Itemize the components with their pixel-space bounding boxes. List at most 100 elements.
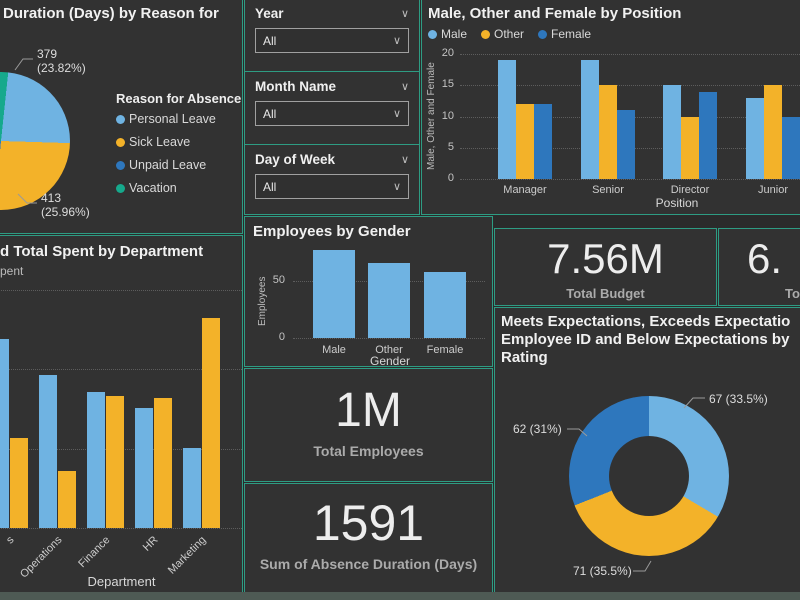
male-legend-dot [428, 29, 437, 39]
legend-item-female[interactable]: Female [538, 27, 591, 41]
other-legend-dot [481, 29, 491, 39]
bar-manager-other[interactable] [516, 104, 534, 179]
chevron-down-icon[interactable]: ∨ [400, 8, 409, 20]
panel-absence-duration-by-reason: Duration (Days) by Reason for 379 (23.82… [0, 0, 243, 234]
bar-junior-female[interactable] [782, 116, 800, 179]
y-tick: 0 [447, 172, 454, 184]
slicer-year: Year ∨ All ∨ [245, 0, 419, 72]
bar-other[interactable] [368, 262, 410, 338]
truncated-card-value: 6. [747, 235, 783, 282]
page-bottom-strip [0, 592, 800, 600]
bar-marketing-blue[interactable] [183, 448, 201, 528]
pie-legend: Reason for Absence Personal Leave Sick Le… [116, 91, 241, 204]
donut-title-line1: Meets Expectations, Exceeds Expectatio [501, 313, 791, 330]
bar-operations-yellow[interactable] [58, 471, 76, 528]
pie-callout-sick-leave: 413 (25.96%) [41, 191, 90, 219]
card-truncated-right: 6. To [718, 228, 800, 306]
x-category-label: Junior [758, 184, 788, 196]
chevron-down-icon[interactable]: ∨ [400, 154, 409, 166]
absence-pie-chart[interactable] [0, 72, 70, 210]
bar-finance-yellow[interactable] [106, 395, 124, 528]
total-budget-label: Total Budget [566, 286, 645, 301]
pie-legend-title: Reason for Absence [116, 91, 242, 106]
bar-hr-blue[interactable] [135, 408, 153, 528]
total-employees-value: 1M [335, 384, 402, 437]
card-total-budget: 7.56M Total Budget [494, 228, 717, 306]
dept-chart-legend-fragment: pent [0, 264, 24, 278]
gridline [0, 290, 242, 291]
total-budget-value: 7.56M [547, 235, 664, 282]
bar-s-blue[interactable] [0, 339, 9, 528]
slicer-dropdown[interactable]: All ∨ [255, 28, 409, 53]
slicer-header: Year ∨ [245, 0, 419, 26]
bar-senior-male[interactable] [581, 60, 599, 179]
bar-senior-female[interactable] [617, 110, 635, 179]
slicer-dropdown[interactable]: All ∨ [255, 174, 409, 199]
unpaid-leave-legend-dot [116, 160, 125, 170]
position-chart-title: Male, Other and Female by Position [428, 5, 682, 22]
chevron-down-icon[interactable]: ∨ [392, 108, 401, 120]
chevron-down-icon[interactable]: ∨ [392, 35, 401, 47]
legend-item-male[interactable]: Male [428, 27, 467, 41]
truncated-card-label: To [785, 286, 800, 301]
x-category-label: Manager [503, 184, 547, 196]
slicer-selected-value: All [263, 33, 277, 48]
donut-title-line2: Employee ID and Below Expectations by [501, 331, 790, 348]
rating-donut-chart[interactable] [569, 396, 729, 556]
bar-hr-yellow[interactable] [154, 397, 172, 528]
bar-marketing-yellow[interactable] [202, 318, 220, 528]
bar-director-female[interactable] [699, 91, 717, 179]
bar-junior-male[interactable] [746, 97, 764, 179]
panel-male-other-female-by-position: Male, Other and Female by Position Male O… [421, 0, 800, 215]
bar-junior-other[interactable] [764, 85, 782, 179]
slicer-dropdown[interactable]: All ∨ [255, 101, 409, 126]
bar-manager-female[interactable] [534, 104, 552, 179]
slicer-header: Month Name ∨ [245, 72, 419, 99]
gridline [0, 369, 242, 370]
total-employees-label: Total Employees [313, 443, 424, 459]
card-total-employees: 1M Total Employees [244, 368, 493, 482]
slicer-month-name: Month Name ∨ All ∨ [245, 72, 419, 145]
pie-title: Duration (Days) by Reason for [3, 5, 219, 22]
gridline [460, 179, 800, 180]
position-x-axis-title: Position [655, 196, 699, 210]
sick-leave-legend-dot [116, 137, 125, 147]
gridline [293, 338, 485, 339]
x-category-label: Other [375, 344, 403, 356]
donut-label-1: 67 (33.5%) [709, 392, 768, 406]
bar-finance-blue[interactable] [87, 391, 105, 528]
female-legend-dot [538, 29, 548, 39]
pie-legend-item[interactable]: Vacation [116, 181, 241, 195]
bar-senior-other[interactable] [599, 85, 617, 179]
y-tick: 0 [278, 331, 285, 343]
y-tick: 10 [441, 109, 454, 122]
x-category-label: Female [426, 344, 464, 356]
chevron-down-icon[interactable]: ∨ [392, 181, 401, 193]
donut-hole [609, 436, 689, 516]
bar-female[interactable] [424, 271, 466, 338]
card-sum-absence-duration: 1591 Sum of Absence Duration (Days) [244, 483, 493, 593]
vacation-legend-dot [116, 183, 125, 193]
chevron-down-icon[interactable]: ∨ [400, 81, 409, 93]
pie-legend-item[interactable]: Personal Leave [116, 112, 241, 126]
panel-rating-donut: Meets Expectations, Exceeds Expectatio E… [494, 307, 800, 593]
personal-leave-legend-dot [116, 114, 125, 124]
y-tick: 15 [441, 78, 454, 91]
bar-s-yellow[interactable] [10, 437, 28, 528]
gridline [0, 528, 242, 529]
y-tick: 20 [441, 47, 454, 59]
bar-male[interactable] [313, 250, 355, 338]
pie-legend-item[interactable]: Unpaid Leave [116, 158, 241, 172]
bar-manager-male[interactable] [498, 60, 516, 179]
pie-callout-personal-leave: 379 (23.82%) [37, 47, 86, 75]
gridline [460, 54, 800, 55]
pie-legend-item[interactable]: Sick Leave [116, 135, 241, 149]
bar-director-other[interactable] [681, 116, 699, 179]
y-tick: 5 [447, 140, 454, 153]
donut-label-2: 71 (35.5%) [573, 564, 632, 578]
bar-director-male[interactable] [663, 85, 681, 179]
gender-chart-title: Employees by Gender [253, 223, 411, 240]
legend-item-other[interactable]: Other [481, 27, 524, 41]
bar-operations-blue[interactable] [39, 374, 57, 528]
